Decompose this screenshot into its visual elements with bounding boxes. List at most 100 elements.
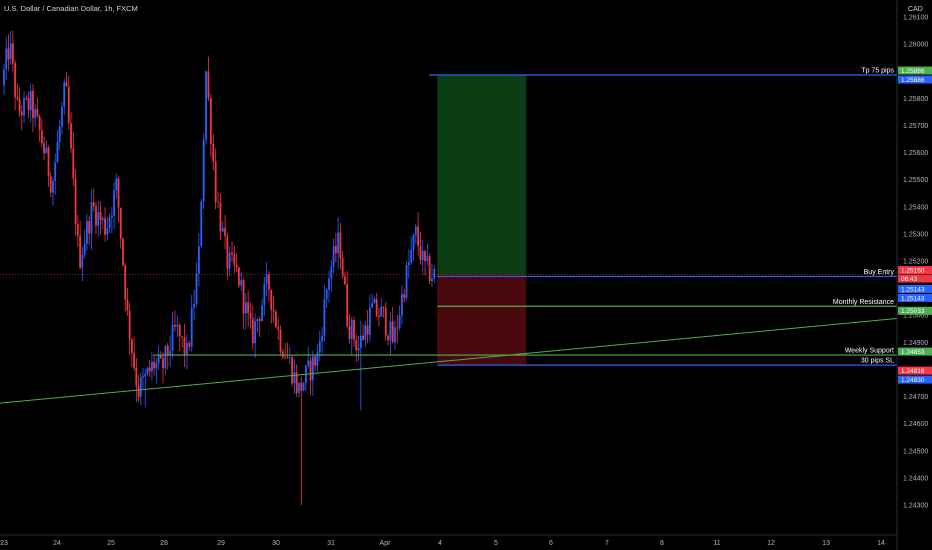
candle-body — [384, 307, 387, 336]
time-tick-label[interactable]: 4 — [438, 540, 442, 547]
price-tick-label: 1.25600 — [903, 150, 928, 157]
time-tick-label[interactable]: 29 — [217, 540, 225, 547]
trend-line[interactable] — [0, 317, 904, 405]
time-tick-label[interactable]: 12 — [767, 540, 775, 547]
candle-body — [178, 324, 181, 337]
time-tick-label[interactable]: 5 — [494, 540, 498, 547]
candle-body — [148, 367, 151, 372]
candle-body — [29, 91, 32, 111]
candle-body — [209, 97, 212, 144]
price-tick-label: 1.24400 — [903, 475, 928, 482]
price-tag — [898, 375, 932, 384]
candle-body — [155, 363, 158, 369]
candle-body — [119, 207, 122, 239]
candles — [3, 30, 436, 505]
price-tag — [898, 306, 932, 315]
candle-body — [217, 202, 219, 204]
candle-body — [122, 238, 124, 265]
candle-body — [346, 284, 349, 326]
time-tick-label[interactable]: Apr — [380, 540, 392, 547]
candle-body — [426, 256, 429, 261]
candle-body — [186, 342, 188, 356]
candle-body — [153, 361, 156, 369]
candle-body — [124, 264, 127, 300]
candle-body — [130, 339, 133, 353]
candle-body — [272, 309, 275, 312]
candle-body — [231, 252, 233, 255]
candle-body — [86, 221, 88, 244]
time-tick-label[interactable]: 6 — [549, 540, 553, 547]
candle-body — [221, 227, 224, 232]
loss-zone[interactable] — [437, 274, 527, 366]
candle-body — [171, 324, 174, 351]
time-tick-label[interactable]: 30 — [272, 540, 280, 547]
time-tick-label[interactable]: 31 — [327, 540, 335, 547]
candle-body — [56, 141, 59, 163]
candle-body — [330, 266, 333, 279]
time-tick-label[interactable]: 28 — [160, 540, 168, 547]
price-axis: 1.26100 1.26000 1.25800 1.25700 1.25600 1.255… — [903, 15, 928, 510]
candle-body — [176, 324, 179, 327]
annotations: Tp 75 pips Buy Entry Monthly Resistance Wee… — [833, 68, 895, 365]
price-tag — [898, 266, 932, 275]
candle-body — [16, 97, 19, 100]
candle-body — [233, 254, 236, 266]
price-tick-label: 1.24500 — [903, 448, 928, 455]
price-tick-label: 1.25300 — [903, 231, 928, 238]
time-tick-label[interactable]: 8 — [660, 540, 664, 547]
candle-body — [256, 319, 259, 322]
profit-zone[interactable] — [437, 75, 527, 275]
candle-body — [387, 335, 389, 341]
candle-body — [375, 299, 378, 316]
candle-body — [428, 256, 431, 282]
price-tick-label: 1.25500 — [903, 177, 928, 184]
price-tick-label: 1.24700 — [903, 394, 928, 401]
candle-body — [286, 357, 289, 359]
time-tick-label[interactable]: 24 — [53, 540, 61, 547]
candle-body — [151, 361, 153, 372]
time-tick-label[interactable]: 11 — [713, 540, 720, 547]
price-tag-label: 06:43 — [901, 276, 918, 283]
candle-body — [314, 356, 317, 366]
price-tag-label: 1.25143 — [901, 295, 925, 302]
candle-body — [270, 289, 273, 310]
time-tick-label[interactable]: 7 — [605, 540, 609, 547]
candle-body — [92, 202, 95, 207]
candle-body — [90, 202, 93, 234]
chart-title: U.S. Dollar / Canadian Dollar, 1h, FXCM — [4, 4, 138, 13]
candle-body — [407, 262, 410, 266]
candle-body — [101, 218, 104, 220]
level-label: Buy Entry — [864, 269, 895, 276]
candle-body — [23, 97, 25, 116]
candle-body — [311, 356, 314, 381]
candle-body — [323, 299, 326, 337]
candle-body — [334, 246, 337, 254]
candle-body — [159, 355, 162, 359]
candle-body — [398, 315, 401, 328]
candle-body — [79, 235, 82, 268]
candle-body — [242, 279, 245, 314]
time-tick-label[interactable]: 14 — [877, 540, 885, 547]
time-tick-label[interactable]: 25 — [107, 540, 115, 547]
candle-body — [142, 376, 144, 378]
price-tag — [898, 347, 932, 356]
candle-body — [76, 224, 79, 236]
candle-body — [5, 48, 8, 70]
candle-body — [45, 147, 48, 154]
candle-body — [113, 190, 115, 216]
price-tag-label: 1.25150 — [901, 267, 925, 274]
time-axis[interactable]: 23 24 25 28 29 30 31 Apr 4 5 6 7 8 11 12 13 14 — [0, 540, 885, 547]
candle-body — [325, 289, 328, 300]
candle-body — [224, 227, 226, 237]
candle-body — [110, 215, 113, 218]
level-label: 30 pips SL — [861, 358, 894, 365]
candle-body — [135, 367, 138, 387]
candle-body — [193, 303, 195, 308]
time-tick-label[interactable]: 23 — [0, 540, 8, 547]
price-tag-label: 1.24853 — [901, 349, 925, 356]
candle-body — [54, 162, 57, 181]
time-tick-label[interactable]: 13 — [822, 540, 830, 547]
price-tick-label: 1.24300 — [903, 503, 928, 510]
currency-label: CAD — [908, 6, 923, 13]
